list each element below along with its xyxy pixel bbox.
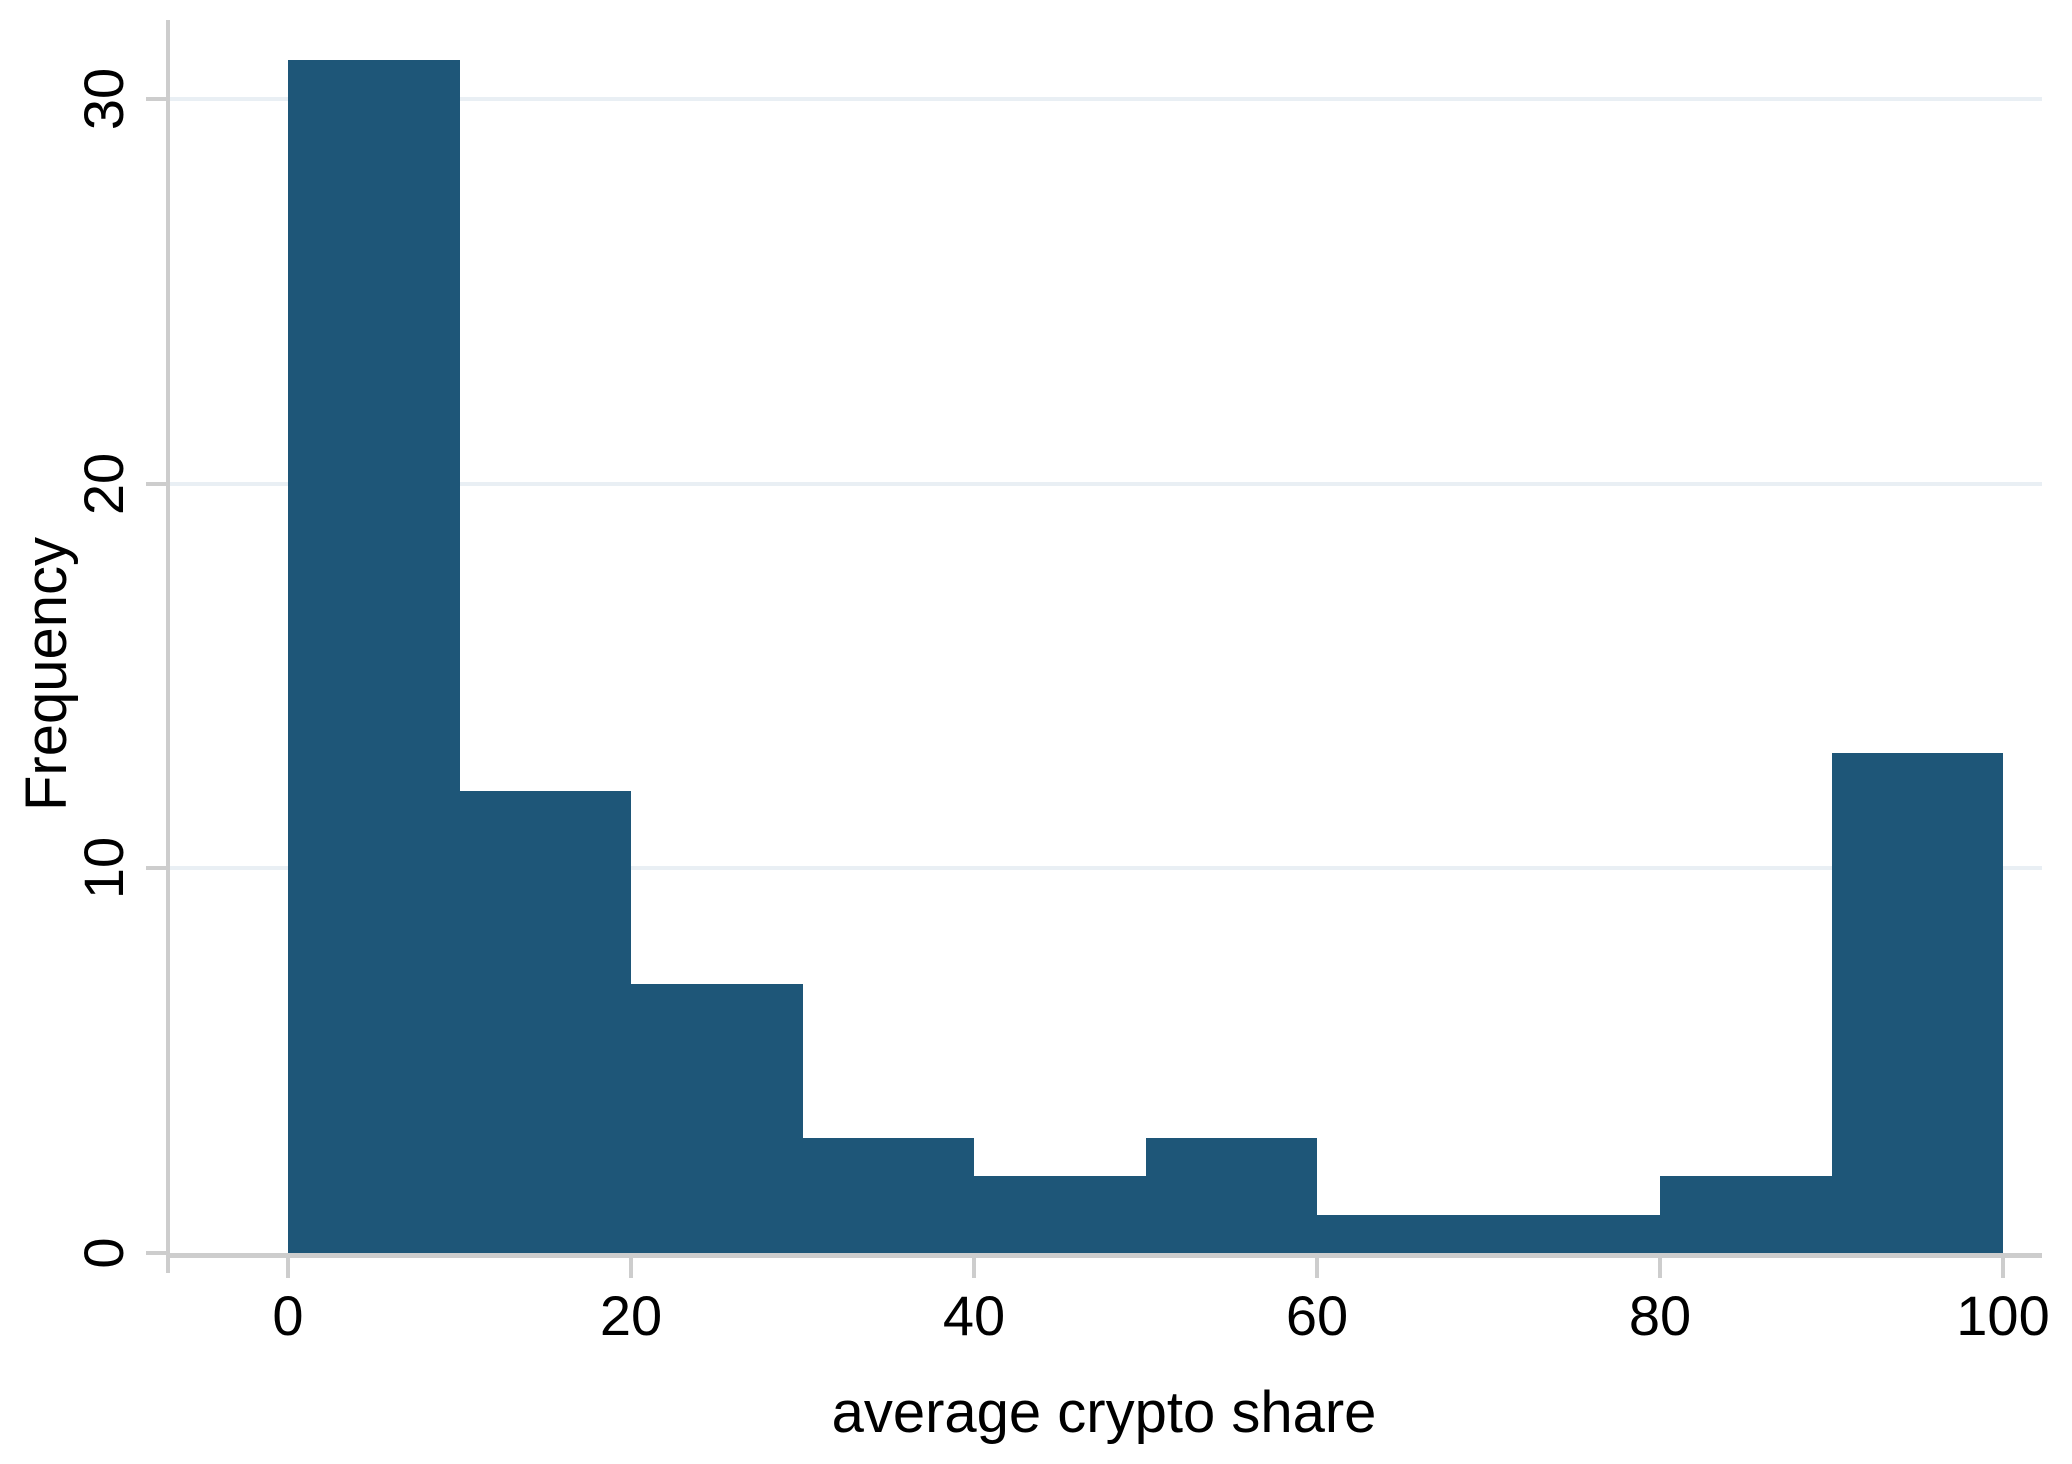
- x-tick-mark-80: [1658, 1256, 1662, 1278]
- x-axis-line: [166, 1253, 2042, 1258]
- plot-area: [166, 20, 2042, 1253]
- y-tick-mark-10: [146, 866, 166, 871]
- histogram-bar-60-70: [1317, 1214, 1489, 1253]
- histogram-bar-10-20: [459, 791, 631, 1253]
- gridline-y-30: [166, 96, 2042, 101]
- x-tick-mark-100: [2001, 1256, 2005, 1278]
- x-tick-label-80: 80: [1628, 1284, 1692, 1347]
- y-tick-label-10: 10: [72, 837, 135, 900]
- histogram-bar-0-10: [288, 60, 460, 1253]
- x-tick-mark-0: [286, 1256, 290, 1278]
- x-tick-mark-20: [629, 1256, 633, 1278]
- histogram-bar-20-30: [631, 983, 803, 1253]
- histogram-bar-40-50: [974, 1176, 1146, 1253]
- histogram-bar-90-100: [1831, 752, 2003, 1253]
- gridline-y-20: [166, 481, 2042, 486]
- x-tick-label-0: 0: [272, 1284, 304, 1347]
- y-tick-label-0: 0: [72, 1237, 135, 1269]
- x-axis-title: average crypto share: [831, 1380, 1377, 1445]
- x-tick-label-40: 40: [942, 1284, 1006, 1347]
- histogram-bar-80-90: [1660, 1176, 1832, 1253]
- y-axis-line: [166, 20, 170, 1273]
- y-axis-title: Frequency: [14, 536, 79, 812]
- gridline-y-10: [166, 866, 2042, 871]
- histogram-bar-70-80: [1488, 1214, 1660, 1253]
- x-tick-label-60: 60: [1285, 1284, 1349, 1347]
- x-tick-mark-40: [972, 1256, 976, 1278]
- y-tick-mark-0: [146, 1251, 166, 1255]
- x-tick-label-100: 100: [1956, 1284, 2050, 1347]
- x-tick-label-20: 20: [599, 1284, 663, 1347]
- y-tick-label-30: 30: [72, 67, 135, 131]
- histogram-bar-30-40: [802, 1137, 974, 1253]
- y-tick-mark-30: [146, 96, 166, 101]
- y-tick-mark-20: [146, 481, 166, 486]
- x-tick-mark-60: [1315, 1256, 1319, 1278]
- histogram-bar-50-60: [1145, 1137, 1317, 1253]
- y-tick-label-20: 20: [72, 452, 135, 515]
